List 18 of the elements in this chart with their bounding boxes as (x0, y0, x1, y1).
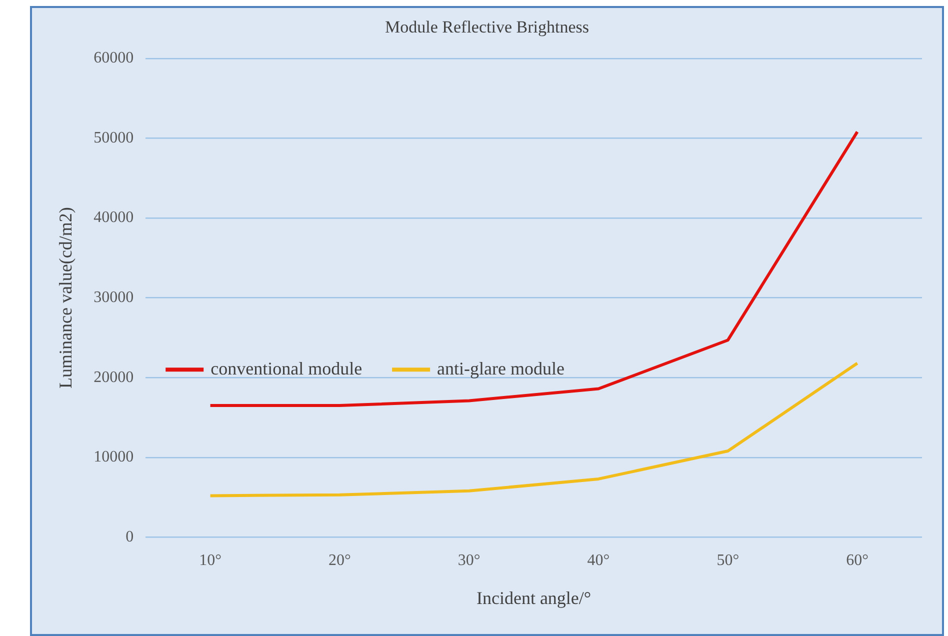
y-tick-label: 30000 (94, 289, 134, 306)
chart-title: Module Reflective Brightness (385, 18, 589, 37)
y-tick-label: 10000 (94, 448, 134, 466)
x-axis-title: Incident angle/° (476, 588, 592, 608)
y-tick-label: 50000 (94, 129, 134, 146)
y-tick-label: 40000 (94, 209, 134, 226)
x-tick-label: 20° (328, 552, 351, 570)
x-tick-label: 40° (587, 552, 610, 570)
legend-label: anti-glare module (437, 358, 565, 378)
legend-label: conventional module (210, 358, 362, 378)
x-tick-label: 10° (199, 552, 222, 570)
x-tick-label: 30° (458, 552, 480, 570)
y-axis-title: Luminance value(cd/m2) (56, 207, 76, 389)
x-tick-label: 50° (716, 552, 740, 570)
y-tick-label: 20000 (94, 368, 134, 386)
x-tick-label: 60° (846, 552, 869, 570)
y-tick-label: 0 (126, 528, 134, 546)
y-tick-label: 60000 (94, 50, 134, 67)
